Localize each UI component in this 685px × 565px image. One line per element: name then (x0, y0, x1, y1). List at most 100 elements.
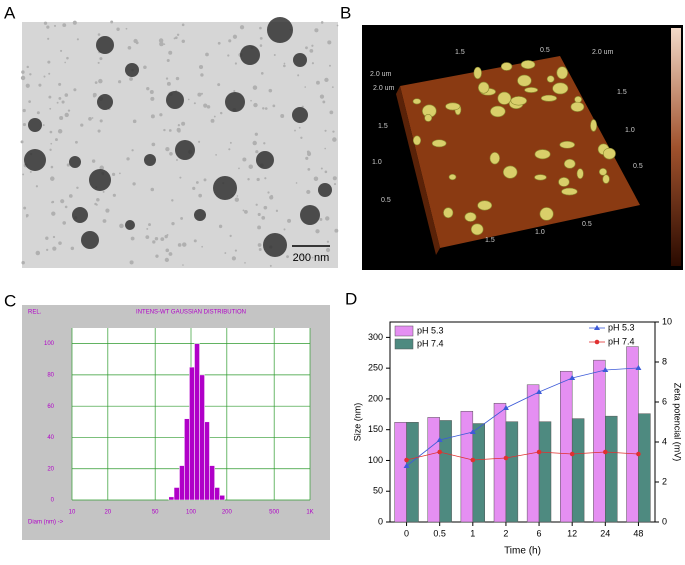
tem-speckle (97, 61, 100, 64)
marker (502, 405, 509, 410)
bar (626, 346, 639, 523)
tem-speckle (319, 94, 325, 99)
tem-speckle (50, 176, 55, 181)
tem-speckle (267, 191, 270, 194)
tem-speckle (155, 254, 159, 258)
afm-particle (602, 174, 610, 184)
x-tick-label: 0.5 (433, 528, 446, 538)
afm-particle (590, 119, 597, 132)
tem-speckle (259, 44, 263, 47)
bar (472, 423, 485, 523)
y-tick-label: 150 (368, 424, 383, 434)
tem-speckle (158, 38, 164, 43)
tem-speckle (200, 73, 204, 77)
tem-speckle (234, 62, 238, 65)
tem-particle (24, 149, 46, 171)
afm-particle (603, 147, 616, 160)
marker (636, 451, 641, 457)
tem-speckle (306, 189, 311, 195)
histogram-bar (184, 418, 190, 501)
tem-speckle (329, 110, 334, 115)
marker (569, 375, 576, 380)
y-tick-label: 100 (44, 341, 55, 347)
tem-speckle (98, 78, 103, 84)
tem-speckle (151, 142, 156, 147)
tem-speckle (193, 239, 197, 243)
tem-speckle (119, 223, 124, 229)
afm-particle (477, 200, 493, 211)
tem-speckle (150, 187, 155, 192)
tem-speckle (332, 137, 337, 142)
y-tick-label: 20 (47, 466, 54, 472)
tem-speckle (309, 48, 314, 53)
tem-speckle (52, 235, 56, 239)
tem-speckle (64, 112, 69, 118)
tem-speckle (59, 115, 64, 121)
tem-speckle (47, 37, 50, 40)
tem-speckle (305, 156, 309, 160)
legend-marker (594, 325, 600, 330)
tem-speckle (203, 103, 208, 108)
tem-speckle (73, 88, 77, 92)
tem-speckle (57, 129, 63, 134)
afm-particle (534, 149, 551, 160)
x-tick-label: 100 (186, 510, 197, 516)
tem-speckle (111, 172, 116, 176)
afm-particle (561, 187, 578, 196)
legend-label: pH 5.3 (608, 322, 635, 332)
afm-axis-label: 2.0 um (373, 85, 395, 92)
tem-speckle (325, 247, 331, 253)
tem-particle (89, 169, 111, 191)
tem-speckle (165, 77, 169, 80)
y-tick-label: 300 (368, 332, 383, 342)
tem-speckle (280, 114, 285, 119)
tem-speckle (182, 242, 187, 247)
y2-tick-label: 10 (662, 316, 672, 326)
afm-axis-label: 0.5 (381, 197, 391, 204)
tem-speckle (48, 95, 52, 99)
tem-speckle (234, 197, 239, 202)
afm-particle (517, 74, 532, 87)
tem-speckle (213, 115, 216, 118)
tem-speckle (58, 241, 62, 245)
tem-particle (300, 205, 320, 225)
tem-speckle (252, 140, 257, 146)
afm-particle (503, 165, 518, 179)
tem-speckle (43, 75, 46, 78)
bar (605, 415, 618, 523)
tem-speckle (35, 250, 41, 256)
y-tick-label: 60 (47, 404, 54, 410)
afm-axis-label: 0.5 (540, 47, 550, 54)
panel-label: A (4, 3, 16, 22)
tem-speckle (148, 223, 151, 227)
afm-particle (412, 135, 422, 146)
tem-speckle (22, 108, 26, 113)
tem-speckle (163, 128, 166, 132)
y2-tick-label: 8 (662, 356, 667, 366)
tem-speckle (59, 49, 63, 53)
tem-speckle (324, 77, 329, 83)
histogram-bar (219, 495, 225, 501)
tem-speckle (261, 215, 266, 220)
tem-speckle (91, 117, 94, 119)
marker (437, 449, 442, 455)
legend-label: pH 7.4 (608, 336, 635, 346)
y2-axis-label: Zeta potencial (mV) (673, 383, 683, 462)
x-axis-label: Diam (nm) -> (28, 520, 64, 526)
afm-particle (424, 114, 433, 122)
tem-particle (318, 183, 332, 197)
afm-particle (539, 207, 554, 221)
plot-frame (389, 321, 656, 523)
tem-speckle (88, 116, 92, 121)
tem-speckle (25, 83, 30, 88)
tem-speckle (21, 70, 25, 74)
tem-speckle (127, 45, 132, 50)
tem-speckle (160, 237, 165, 241)
bar (638, 413, 651, 523)
marker (536, 389, 543, 394)
tem-speckle (229, 141, 232, 144)
tem-speckle (22, 122, 27, 127)
tem-speckle (263, 205, 268, 210)
